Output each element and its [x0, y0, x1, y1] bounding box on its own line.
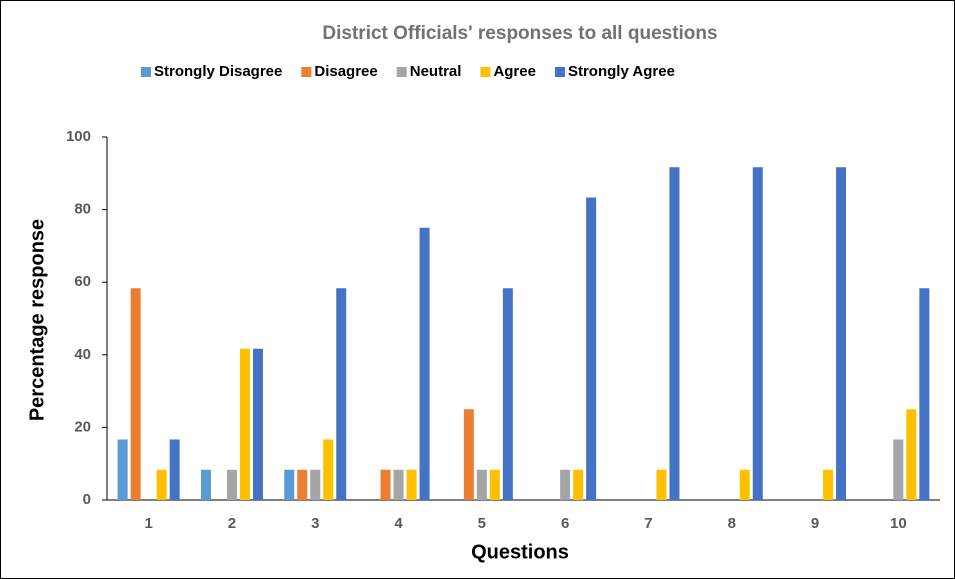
bar	[406, 469, 417, 500]
legend-label: Disagree	[314, 63, 377, 80]
bar	[560, 469, 571, 500]
bar	[656, 469, 667, 500]
bar	[297, 469, 308, 500]
x-tick-label: 10	[890, 515, 907, 532]
bar	[393, 469, 404, 500]
legend-swatch	[480, 67, 491, 77]
y-tick-label: 0	[83, 491, 91, 508]
bar	[226, 469, 237, 500]
legend-swatch	[301, 67, 312, 77]
legend-swatch	[396, 67, 407, 77]
x-tick-label: 8	[728, 515, 736, 532]
bar	[200, 469, 211, 500]
bar	[380, 469, 391, 500]
bar	[463, 409, 474, 500]
x-tick-label: 3	[311, 515, 319, 532]
legend-label: Strongly Agree	[568, 63, 675, 80]
bar	[156, 469, 167, 500]
chart-title: District Officials' responses to all que…	[322, 23, 717, 44]
bar	[669, 167, 680, 500]
bar	[239, 348, 250, 500]
bar	[476, 469, 487, 500]
y-tick-label: 60	[74, 273, 91, 290]
x-tick-label: 9	[811, 515, 819, 532]
bar	[252, 348, 263, 500]
x-axis-label: Questions	[471, 541, 569, 563]
bar	[336, 288, 347, 500]
bar	[117, 439, 128, 500]
bar	[502, 288, 513, 500]
legend-swatch	[141, 67, 151, 77]
bar	[919, 288, 930, 500]
bar	[573, 469, 584, 500]
y-tick-label: 40	[74, 346, 91, 363]
x-tick-label: 5	[478, 515, 486, 532]
x-tick-label: 7	[644, 515, 652, 532]
bar	[489, 469, 500, 500]
y-tick-label: 100	[66, 128, 91, 145]
bar	[739, 469, 750, 500]
x-tick-label: 6	[561, 515, 569, 532]
y-tick-label: 20	[74, 418, 91, 435]
x-tick-label: 1	[144, 515, 152, 532]
bar	[323, 439, 334, 500]
legend-label: Agree	[493, 63, 536, 80]
bar	[893, 439, 904, 500]
bar	[836, 167, 847, 500]
y-axis-label: Percentage response	[26, 219, 48, 421]
bar	[586, 197, 597, 501]
legend-label: Neutral	[410, 63, 462, 80]
bar	[130, 288, 141, 500]
bar	[906, 409, 917, 500]
bar	[752, 167, 763, 500]
bar	[823, 469, 834, 500]
bar	[310, 469, 321, 500]
y-tick-label: 80	[74, 201, 91, 218]
x-tick-label: 2	[228, 515, 236, 532]
x-tick-label: 4	[394, 515, 403, 532]
bar	[284, 469, 295, 500]
bar	[419, 227, 430, 500]
legend-label: Strongly Disagree	[154, 63, 282, 80]
bar	[169, 439, 180, 500]
legend-swatch	[554, 67, 565, 77]
